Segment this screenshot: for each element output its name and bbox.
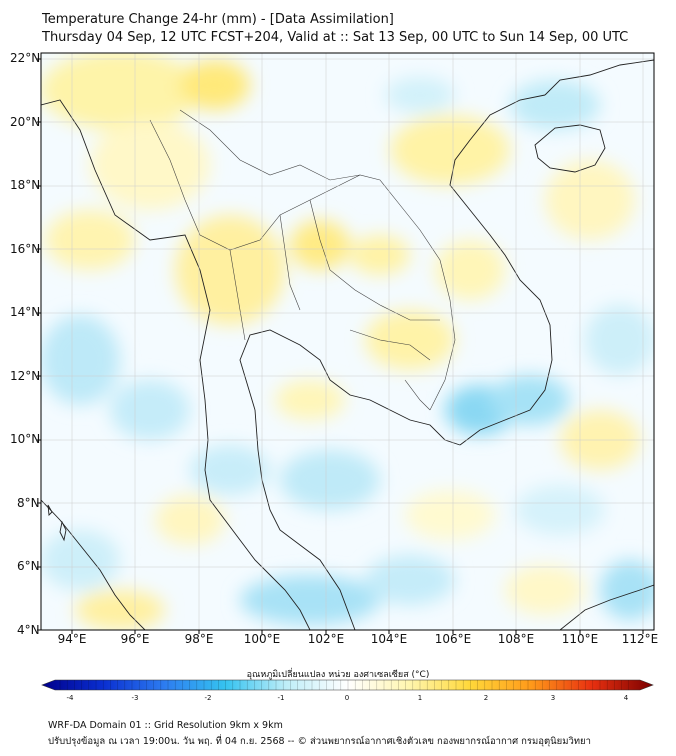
lat-label: 16°N — [10, 242, 41, 256]
colorbar-tick-label: 1 — [417, 694, 423, 702]
colorbar-tick-label: -1 — [277, 694, 285, 702]
coastlines — [41, 59, 654, 630]
colorbar-tick-label: -3 — [131, 694, 139, 702]
map-frame — [40, 52, 655, 631]
colorbar-tick-label: 3 — [550, 694, 556, 702]
lat-label: 18°N — [10, 178, 41, 192]
lat-label: 4°N — [17, 623, 40, 637]
footer-model-info: WRF-DA Domain 01 :: Grid Resolution 9km … — [48, 720, 283, 731]
lon-label: 110°E — [561, 632, 599, 646]
lat-label: 20°N — [10, 115, 41, 129]
lat-label: 12°N — [10, 369, 41, 383]
temperature-change-map — [37, 52, 655, 691]
colorbar-tick-label: 4 — [623, 694, 629, 702]
temperature-field — [41, 53, 654, 630]
lon-label: 100°E — [243, 632, 281, 646]
lat-label: 6°N — [17, 559, 40, 573]
footer-update-info: ปรับปรุงข้อมูล ณ เวลา 19:00น. วัน พฤ. ที… — [48, 736, 591, 747]
lon-label: 106°E — [434, 632, 472, 646]
borders — [149, 109, 456, 411]
lat-label: 22°N — [10, 51, 41, 65]
colorbar-tick-label: 2 — [483, 694, 489, 702]
axis-ticks — [37, 58, 644, 634]
lon-label: 102°E — [307, 632, 345, 646]
lon-label: 98°E — [184, 632, 214, 646]
lon-label: 94°E — [57, 632, 87, 646]
lat-label: 14°N — [10, 305, 41, 319]
colorbar-tick-label: -2 — [204, 694, 212, 702]
lat-label: 10°N — [10, 432, 41, 446]
lon-label: 112°E — [621, 632, 659, 646]
colorbar-tick-label: 0 — [344, 694, 350, 702]
colorbar-tick-label: -4 — [66, 694, 74, 702]
map-subtitle: Thursday 04 Sep, 12 UTC FCST+204, Valid … — [42, 30, 629, 45]
colorbar — [41, 679, 654, 691]
lon-label: 96°E — [120, 632, 150, 646]
lon-label: 108°E — [497, 632, 535, 646]
lat-label: 8°N — [17, 496, 40, 510]
lon-label: 104°E — [370, 632, 408, 646]
map-title: Temperature Change 24-hr (mm) - [Data As… — [42, 12, 394, 27]
colorbar-title: อุณหภูมิเปลี่ยนแปลง หน่วย องศาเซลเซียส (… — [246, 670, 430, 680]
